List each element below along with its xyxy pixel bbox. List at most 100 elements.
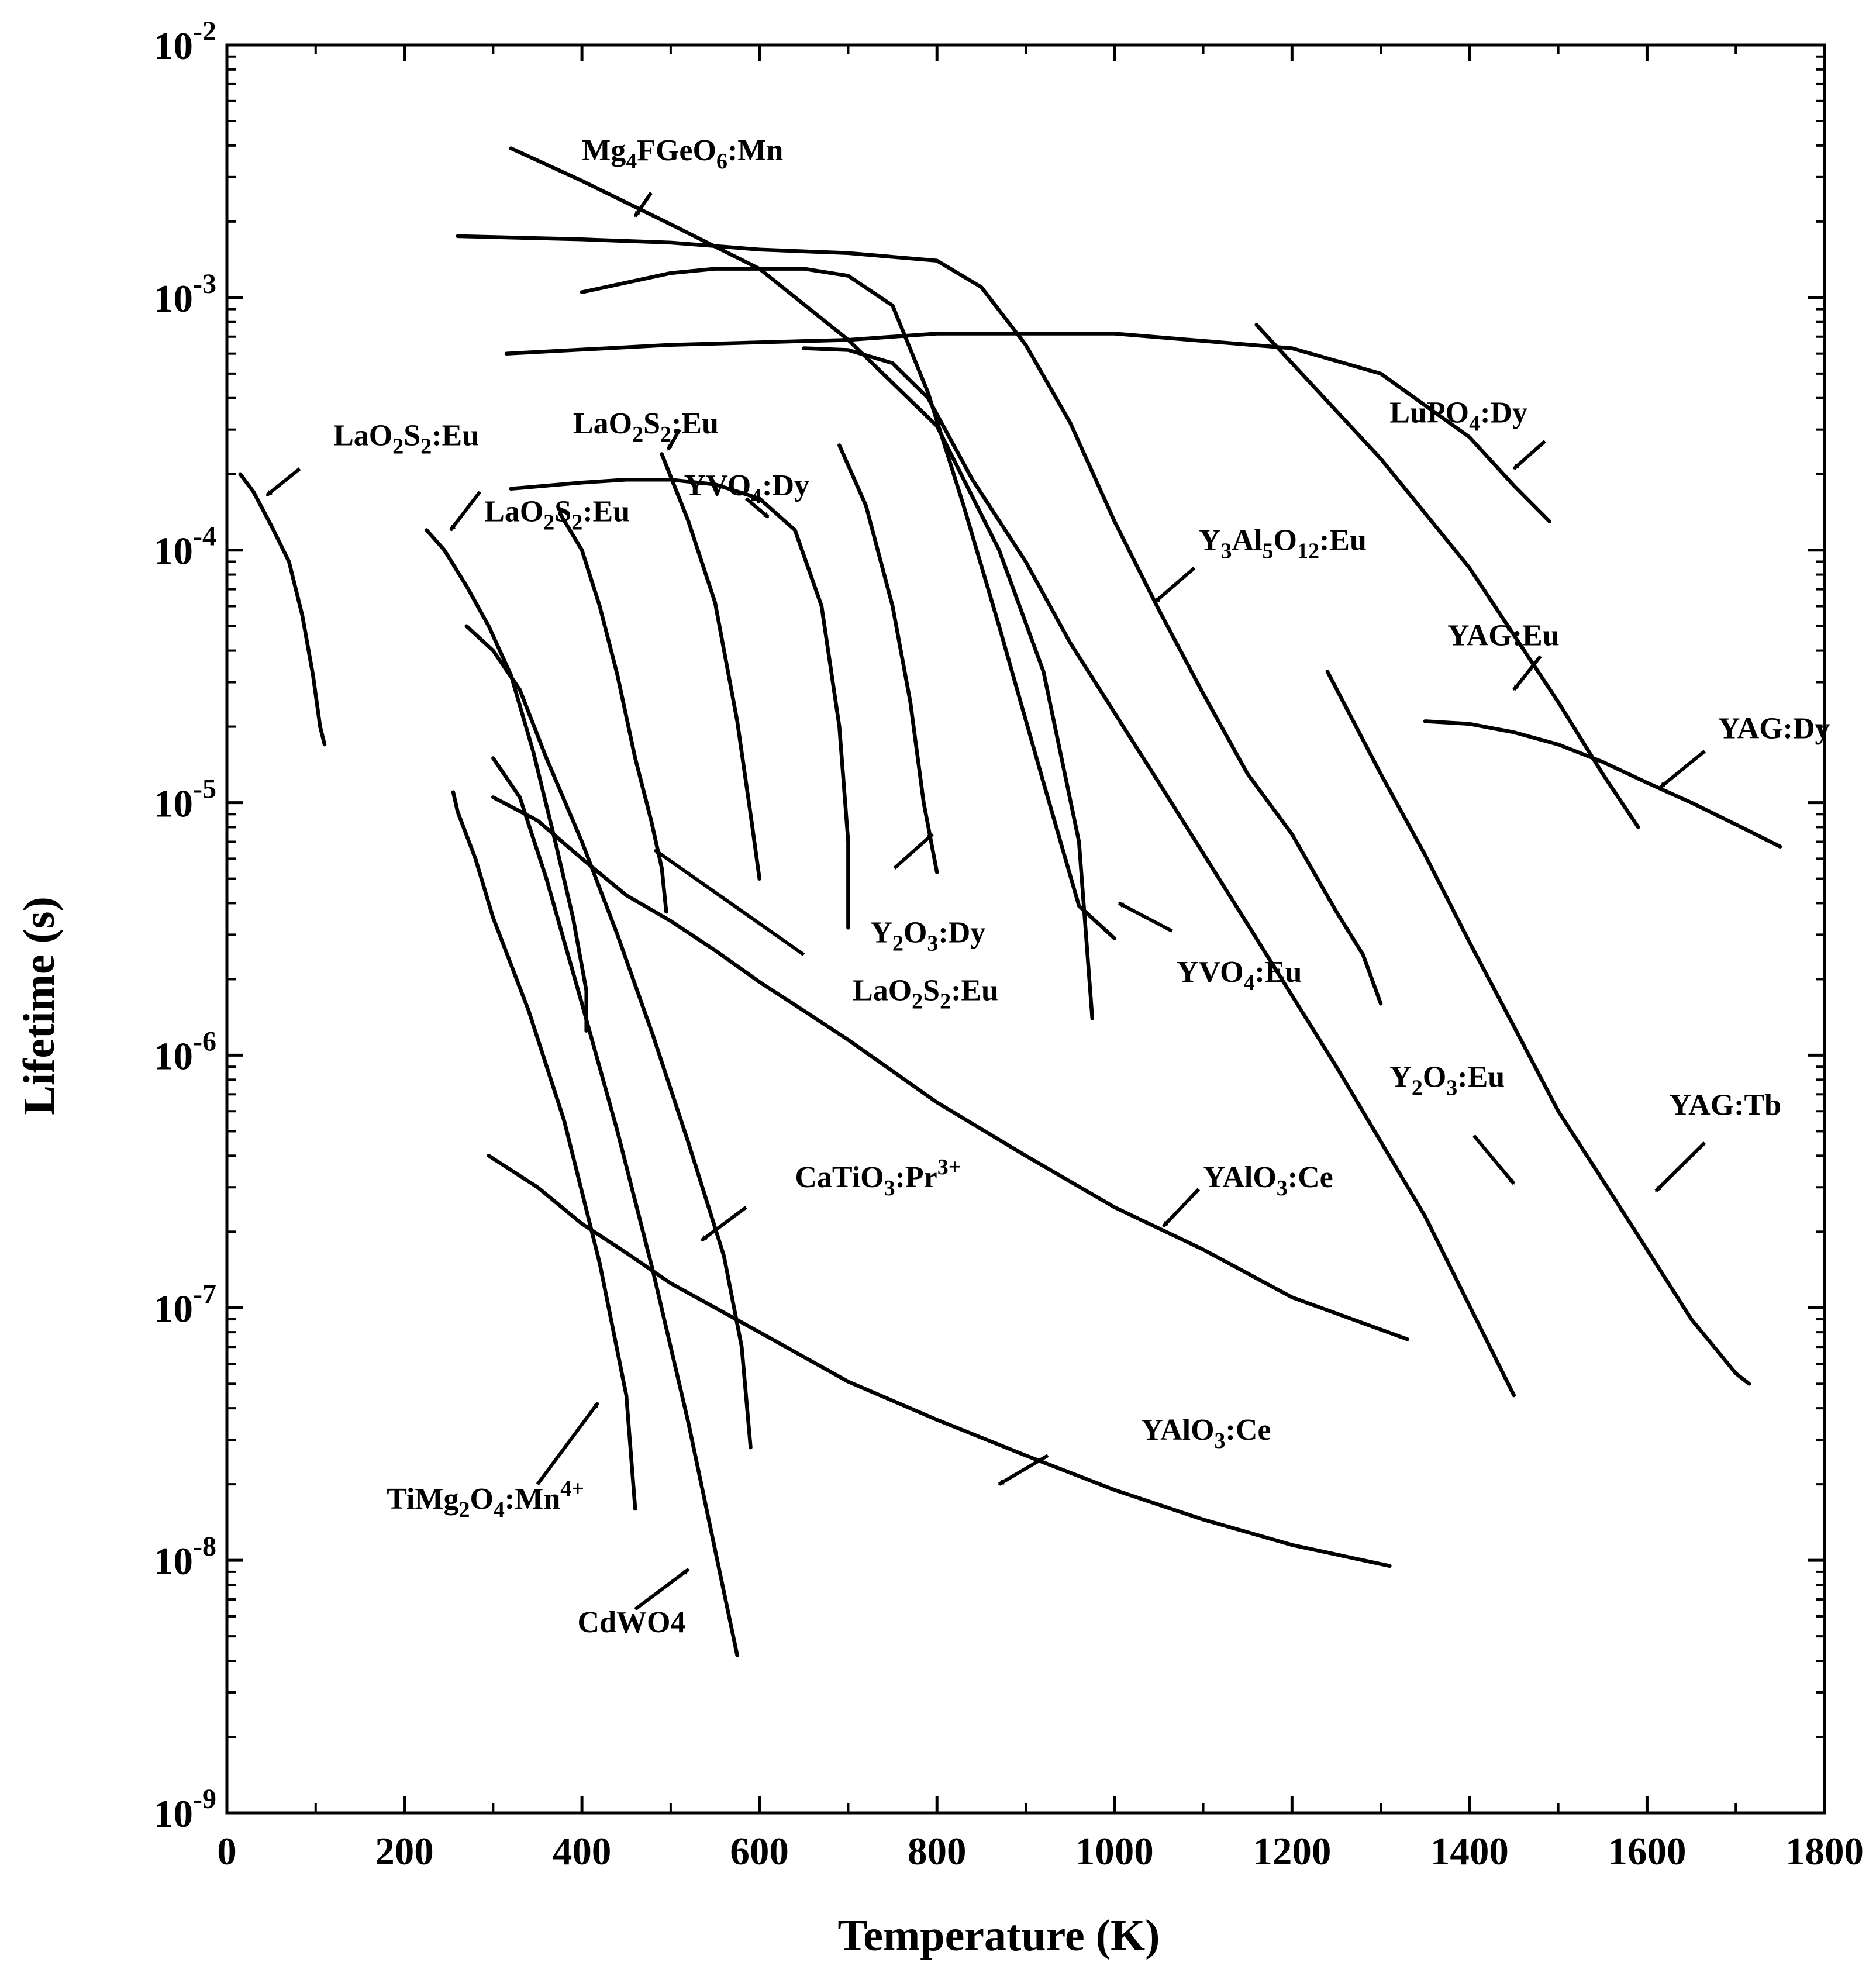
annotation-label: CaTiO3:Pr3+ [795,1155,961,1201]
annotation-label: Y2O3:Dy [870,916,985,956]
annotation-a15: YAlO3:Ce [1162,1161,1333,1228]
annotation-arrow [1512,655,1542,691]
series-line-yvo4-dy [509,478,850,930]
series-line-lao2s2-eu-3 [660,452,761,881]
annotation-a4: Mg4FGeO6:Mn [582,134,783,218]
annotation-arrow [1153,566,1196,604]
annotation-arrow [1512,440,1546,470]
series-line-y2o3-dy [837,443,939,874]
annotation-arrow [634,1568,690,1611]
series-line-y2o3-eu [802,346,1516,1398]
annotation-label: YAlO3:Ce [1141,1413,1271,1453]
annotation-a12: YVO4:Eu [1118,901,1302,995]
y-tick-label: 10-8 [154,1531,216,1583]
series-line-timg2o4-mn4 [451,790,637,1511]
annotation-label: YAG:Tb [1669,1089,1781,1122]
series-line-yag-tb [1325,670,1751,1386]
series-line-y3al5o12-eu [456,234,1383,1006]
annotation-arrow [893,833,934,870]
series-line-lao2s2-eu-4 [557,511,668,914]
series-line-yalo3-ce-2 [487,1154,1392,1568]
annotation-a9: YAG:Dy [1659,712,1830,789]
annotation-a18: TiMg2O4:Mn4+ [387,1402,599,1522]
y-tick-label: 10-2 [154,16,216,68]
annotation-arrow [633,191,653,218]
y-tick-label: 10-6 [154,1026,216,1078]
x-axis-title: Temperature (K) [838,1911,1160,1960]
annotation-label: YAG:Eu [1447,619,1560,652]
y-tick-label: 10-3 [154,268,216,320]
x-tick-label: 1000 [1075,1830,1154,1873]
series-line-cdwo4 [491,756,739,1658]
annotation-a19: CdWO4 [578,1568,690,1639]
annotation-arrow [701,1206,747,1242]
annotation-label: LuPO4:Dy [1389,396,1527,436]
x-tick-label: 400 [553,1830,612,1873]
annotation-label: YVO4:Dy [684,469,809,509]
annotation-a11: LaO2S2:Eu [653,848,998,1014]
annotation-a16: CaTiO3:Pr3+ [701,1155,961,1242]
annotation-arrow [666,429,681,451]
annotation-label: TiMg2O4:Mn4+ [387,1477,584,1522]
annotation-label: CdWO4 [578,1606,686,1639]
annotation-a3: LaO2S2:Eu [573,407,719,451]
annotation-a6: LuPO4:Dy [1389,396,1546,470]
annotation-arrow [449,491,481,532]
annotation-arrow [1659,750,1706,789]
annotation-a13: Y2O3:Eu [1389,1060,1516,1185]
series-line-lao2s2-eu-2 [425,528,588,1033]
annotation-label: LaO2S2:Eu [573,407,719,447]
x-tick-label: 800 [908,1830,967,1873]
annotation-label: LaO2S2:Eu [333,419,479,459]
annotation-arrow [1472,1134,1516,1185]
y-tick-label: 10-5 [154,774,216,826]
x-tick-label: 1800 [1785,1830,1864,1873]
annotation-arrow [265,467,301,497]
axes-layer: 0 200 400 600 800 1000 1200 1400 1600 1800 10-9 10-… [154,16,1864,1873]
y-tick-label: 10-7 [154,1278,216,1330]
annotation-arrow [1162,1188,1201,1228]
annotation-label: LaO2S2:Eu [484,495,630,535]
annotation-a2: LaO2S2:Eu [449,491,630,535]
annotation-layer: LaO2S2:EuLaO2S2:EuLaO2S2:EuMg4FGeO6:MnYV… [265,134,1830,1639]
series-line-catio3-pr3 [464,624,753,1450]
annotation-label: Mg4FGeO6:Mn [582,134,783,174]
x-tick-label: 1200 [1253,1830,1331,1873]
annotation-label: YAG:Dy [1718,712,1830,745]
annotation-a8: YAG:Eu [1447,619,1560,691]
x-tick-label: 1600 [1608,1830,1686,1873]
annotation-arrow [1118,901,1173,933]
annotation-a7: Y3Al5O12:Eu [1153,524,1367,604]
annotation-arrow [653,848,805,957]
y-axis-title: Lifetime (s) [15,896,64,1115]
series-layer [238,146,1782,1658]
y-tick-label: 10-9 [154,1784,216,1836]
annotation-arrow [536,1402,599,1485]
annotation-label: YVO4:Eu [1177,956,1302,995]
x-tick-label: 0 [217,1830,237,1873]
series-line-yvo4-eu [580,267,1117,940]
annotation-label: Y2O3:Eu [1389,1060,1505,1100]
annotation-arrow [744,497,770,519]
annotation-a10: Y2O3:Dy [870,833,985,956]
y-tick-label: 10-4 [154,521,216,573]
series-line-lupo4-dy [504,332,1551,523]
series-line-yag-dy [1423,719,1782,849]
annotation-label: Y3Al5O12:Eu [1199,524,1367,564]
x-tick-label: 1400 [1430,1830,1509,1873]
series-line-yag-eu [1254,323,1640,829]
series-line-lao2s2-eu-1 [238,472,327,747]
annotation-arrow [1654,1141,1706,1192]
x-tick-label: 200 [375,1830,434,1873]
annotation-label: YAlO3:Ce [1203,1161,1333,1201]
x-tick-label: 600 [730,1830,789,1873]
annotation-arrow [998,1454,1049,1486]
annotation-a14: YAG:Tb [1654,1089,1781,1192]
annotation-a17: YAlO3:Ce [998,1413,1271,1486]
annotation-a1: LaO2S2:Eu [265,419,479,497]
annotation-label: LaO2S2:Eu [853,974,998,1014]
series-line-mg4fgeo6-mn [509,146,1095,1020]
annotation-a5: YVO4:Dy [684,469,809,519]
